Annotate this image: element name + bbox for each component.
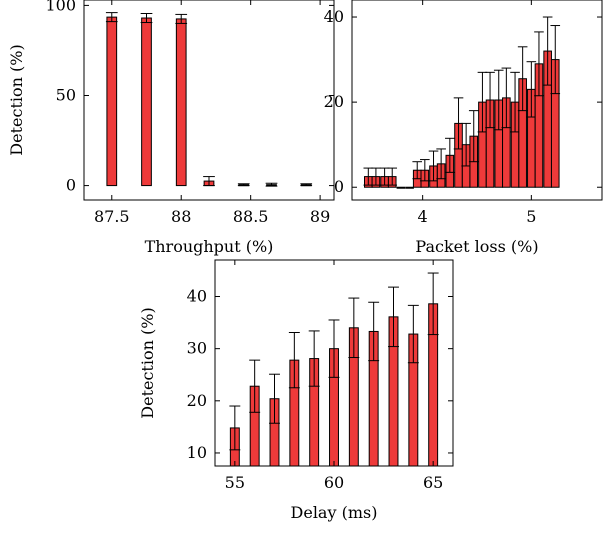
throughput-bar-0 <box>106 16 118 187</box>
packet-loss-bar-4 <box>396 186 406 189</box>
packet-loss-plot-frame <box>351 0 603 201</box>
delay-ytick-label-2: 30 <box>187 339 207 358</box>
packet-loss-xtick-label-1: 5 <box>526 207 536 226</box>
throughput-bar-1 <box>141 17 152 187</box>
delay-xtick-label-0: 55 <box>225 473 245 492</box>
throughput-xtick-label-0: 87.5 <box>94 207 130 226</box>
delay-xtick-label-2: 65 <box>423 473 443 492</box>
packet-loss-ytick-label-0: 0 <box>334 177 344 196</box>
packet-loss-bar-5 <box>405 186 414 189</box>
delay-ytick-label-1: 20 <box>187 391 207 410</box>
throughput-xtick-label-2: 88.5 <box>233 207 269 226</box>
delay-ytick-label-3: 40 <box>187 287 207 306</box>
throughput-ytick-label-2: 100 <box>45 0 76 14</box>
packet-loss-x-axis-label: Packet loss (%) <box>415 237 538 256</box>
throughput-ytick-label-1: 50 <box>56 85 76 104</box>
throughput-ytick-label-0: 0 <box>66 176 76 195</box>
throughput-xtick-label-1: 88 <box>171 207 191 226</box>
packet-loss-ytick-label-2: 40 <box>324 7 344 26</box>
throughput-panel: 87.5 88 88.5 89 0 50 100 Throughput (%) Detectio… <box>7 0 335 256</box>
packet-loss-panel: 4 5 0 20 40 Packet loss (%) <box>324 0 603 256</box>
throughput-bar-2 <box>175 18 187 187</box>
throughput-y-axis-label: Detection (%) <box>7 44 26 155</box>
throughput-xtick-label-3: 89 <box>310 207 330 226</box>
throughput-plot-frame <box>83 0 335 201</box>
delay-panel: 55 60 65 10 20 30 40 Delay (ms) Detection (%) <box>138 259 454 522</box>
delay-y-axis-label: Detection (%) <box>138 307 157 418</box>
packet-loss-xtick-label-0: 4 <box>418 207 428 226</box>
delay-ytick-label-0: 10 <box>187 443 207 462</box>
packet-loss-ytick-label-1: 20 <box>324 92 344 111</box>
delay-x-axis-label: Delay (ms) <box>291 503 378 522</box>
throughput-x-axis-label: Throughput (%) <box>145 237 274 256</box>
delay-xtick-label-1: 60 <box>324 473 344 492</box>
